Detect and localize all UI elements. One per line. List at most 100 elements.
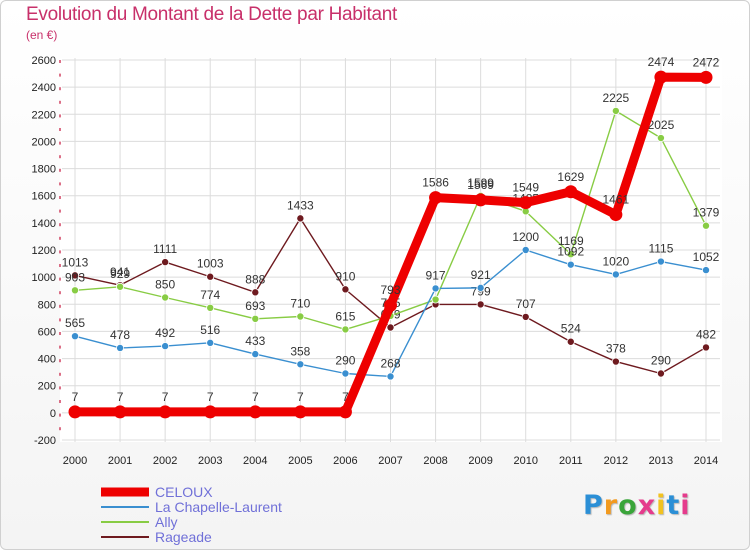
data-point (251, 314, 260, 323)
data-point (338, 405, 352, 419)
data-label: 1111 (153, 242, 177, 256)
y-tick-label: 600 (38, 326, 56, 338)
x-tick-label: 2000 (63, 455, 87, 467)
y-tick-label: 1000 (32, 272, 56, 284)
data-point (203, 405, 217, 419)
data-label: 7 (117, 390, 124, 404)
legend-label: Rageade (155, 529, 212, 545)
y-tick-label: 400 (38, 354, 56, 366)
y-tick-label: 1800 (32, 164, 56, 176)
data-point (609, 208, 623, 222)
data-label: 2225 (603, 91, 630, 105)
data-label: 1169 (558, 234, 584, 248)
data-point (566, 260, 575, 269)
data-label: 903 (65, 270, 85, 284)
x-tick-label: 2002 (153, 455, 177, 467)
data-point (611, 106, 620, 115)
legend-label: Ally (155, 514, 178, 530)
y-tick-label: 0 (50, 408, 56, 420)
data-point (71, 286, 80, 295)
data-label: 358 (290, 344, 310, 358)
data-point (564, 185, 578, 199)
data-label: 1629 (557, 170, 584, 184)
data-point (161, 342, 170, 351)
data-label: 524 (561, 322, 581, 336)
x-tick-label: 2008 (423, 455, 447, 467)
data-point (521, 312, 530, 321)
data-point (656, 369, 665, 378)
data-point (702, 343, 711, 352)
data-label: 1461 (603, 193, 630, 207)
data-label: 1020 (603, 254, 630, 268)
data-label: 1003 (197, 257, 224, 271)
data-label: 1599 (467, 176, 494, 190)
data-label: 7 (252, 390, 259, 404)
data-point (656, 257, 665, 266)
x-tick-label: 2011 (559, 455, 583, 467)
data-point (699, 70, 713, 84)
data-point (251, 350, 260, 359)
data-label: 433 (245, 334, 265, 348)
data-label: 516 (200, 323, 220, 337)
data-point (476, 300, 485, 309)
x-tick-label: 2003 (198, 455, 222, 467)
data-point (71, 271, 80, 280)
x-tick-label: 2014 (694, 455, 718, 467)
y-tick-label: 200 (38, 381, 56, 393)
data-label: 910 (335, 269, 355, 283)
data-point (429, 191, 443, 205)
data-point (296, 312, 305, 321)
data-point (251, 288, 260, 297)
data-label: 1052 (693, 250, 720, 264)
x-tick-label: 2013 (649, 455, 673, 467)
y-tick-label: -200 (34, 435, 56, 447)
legend-label: La Chapelle-Laurent (155, 499, 282, 515)
x-tick-label: 2010 (513, 455, 537, 467)
data-label: 1549 (512, 181, 539, 195)
data-label: 2472 (693, 55, 720, 69)
data-label: 615 (335, 309, 355, 323)
data-label: 7 (297, 390, 304, 404)
data-label: 1200 (512, 230, 539, 244)
data-point (248, 405, 262, 419)
data-label: 1013 (62, 255, 89, 269)
data-point (519, 196, 533, 210)
data-point (296, 360, 305, 369)
x-tick-label: 2009 (468, 455, 492, 467)
data-label: 1379 (693, 206, 720, 220)
data-point (113, 405, 127, 419)
data-label: 290 (651, 354, 671, 368)
chart-subtitle: (en €) (26, 28, 58, 42)
data-point (341, 369, 350, 378)
data-label: 1115 (648, 242, 673, 256)
data-point (68, 405, 82, 419)
data-label: 793 (380, 283, 400, 297)
data-label: 1433 (287, 198, 314, 212)
data-point (654, 70, 668, 84)
data-label: 565 (65, 316, 85, 330)
proxiti-logo: Proxiti (583, 490, 691, 521)
y-tick-label: 2600 (32, 55, 56, 67)
y-tick-label: 800 (38, 299, 56, 311)
x-tick-label: 2006 (333, 455, 357, 467)
data-label: 850 (155, 278, 175, 292)
data-point (161, 258, 170, 267)
data-point (521, 245, 530, 254)
data-point (611, 357, 620, 366)
data-point (431, 284, 440, 293)
data-point (702, 266, 711, 275)
data-point (386, 372, 395, 381)
data-label: 2025 (648, 118, 675, 132)
data-label: 921 (471, 268, 491, 282)
data-point (611, 270, 620, 279)
data-point (293, 405, 307, 419)
data-point (566, 337, 575, 346)
data-label: 290 (335, 354, 355, 368)
data-point (158, 405, 172, 419)
data-point (656, 134, 665, 143)
y-tick-label: 1400 (32, 218, 56, 230)
data-point (702, 221, 711, 230)
data-label: 929 (110, 267, 130, 281)
data-label: 478 (110, 328, 130, 342)
data-point (206, 272, 215, 281)
